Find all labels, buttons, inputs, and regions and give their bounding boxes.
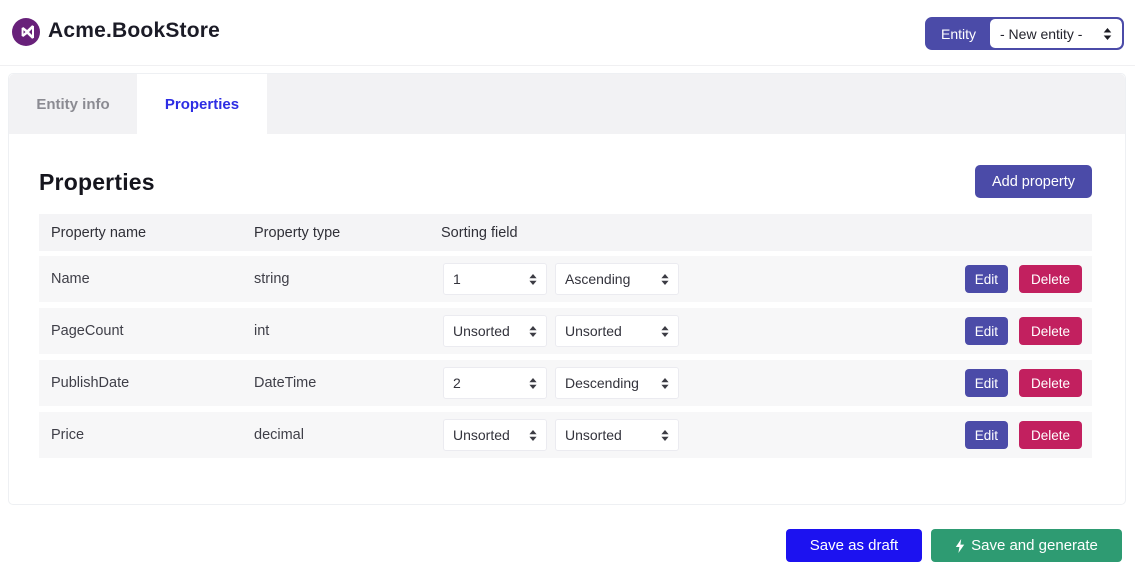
sort-index-value: 1 [453,271,461,287]
updown-arrows-icon [661,429,669,441]
updown-arrows-icon [661,377,669,389]
table-row: PageCount int Unsorted Unsorted Edit Del… [39,308,1092,354]
updown-arrows-icon [529,273,537,285]
entity-selector-group: Entity - New entity - [924,17,1124,50]
entity-select-value: - New entity - [1000,25,1083,42]
updown-arrows-icon [661,273,669,285]
app-title: Acme.BookStore [48,19,221,42]
sort-index-value: Unsorted [453,323,510,339]
tab-properties[interactable]: Properties [137,74,267,134]
table-row: PublishDate DateTime 2 Descending Edit D… [39,360,1092,406]
property-name-cell: PublishDate [51,375,130,391]
updown-arrows-icon [529,377,537,389]
sort-direction-value: Descending [565,375,639,391]
property-name-cell: PageCount [51,323,124,339]
save-and-generate-button[interactable]: Save and generate [931,529,1122,562]
updown-arrows-icon [529,325,537,337]
properties-table: Property name Property type Sorting fiel… [39,214,1092,464]
edit-button[interactable]: Edit [964,369,1008,397]
sort-direction-value: Unsorted [565,323,622,339]
sort-index-value: Unsorted [453,427,510,443]
sort-direction-value: Unsorted [565,427,622,443]
sort-index-select[interactable]: 2 [443,367,547,399]
delete-button[interactable]: Delete [1018,421,1082,449]
sort-index-value: 2 [453,375,461,391]
delete-button[interactable]: Delete [1018,317,1082,345]
entity-select[interactable]: - New entity - [990,19,1122,48]
entity-editor-panel: Entity info Properties Properties Add pr… [8,73,1126,505]
column-header-sorting-field: Sorting field [441,224,518,241]
column-header-property-type: Property type [254,224,341,241]
property-type-cell: DateTime [254,375,317,391]
sort-index-select[interactable]: Unsorted [443,419,547,451]
table-header-row: Property name Property type Sorting fiel… [39,214,1092,251]
tab-bar: Entity info Properties [9,74,1125,134]
sort-direction-value: Ascending [565,271,631,287]
table-row: Price decimal Unsorted Unsorted Edit Del… [39,412,1092,458]
sort-direction-select[interactable]: Unsorted [555,315,679,347]
property-type-cell: int [254,323,270,339]
property-name-cell: Name [51,271,90,287]
add-property-button[interactable]: Add property [974,165,1092,198]
property-type-cell: string [254,271,290,287]
column-header-property-name: Property name [51,224,147,241]
edit-button[interactable]: Edit [964,265,1008,293]
save-as-draft-button[interactable]: Save as draft [786,529,922,562]
delete-button[interactable]: Delete [1018,265,1082,293]
footer-actions: Save as draft Save and generate [786,529,1122,562]
property-type-cell: decimal [254,427,304,443]
sort-direction-select[interactable]: Unsorted [555,419,679,451]
sort-index-select[interactable]: Unsorted [443,315,547,347]
table-row: Name string 1 Ascending Edit Delete [39,256,1092,302]
edit-button[interactable]: Edit [964,317,1008,345]
delete-button[interactable]: Delete [1018,369,1082,397]
tab-entity-info[interactable]: Entity info [36,95,110,113]
updown-arrows-icon [661,325,669,337]
sort-direction-select[interactable]: Descending [555,367,679,399]
entity-label: Entity [940,25,976,42]
save-and-generate-label: Save and generate [971,537,1098,554]
visual-studio-logo-icon [12,18,40,46]
edit-button[interactable]: Edit [964,421,1008,449]
updown-arrows-icon [529,429,537,441]
property-name-cell: Price [51,427,85,443]
sort-direction-select[interactable]: Ascending [555,263,679,295]
lightning-icon [955,538,965,553]
page-title: Properties [39,169,155,195]
sort-index-select[interactable]: 1 [443,263,547,295]
updown-arrows-icon [1103,27,1112,40]
app-header: Acme.BookStore Entity - New entity - [0,0,1135,66]
